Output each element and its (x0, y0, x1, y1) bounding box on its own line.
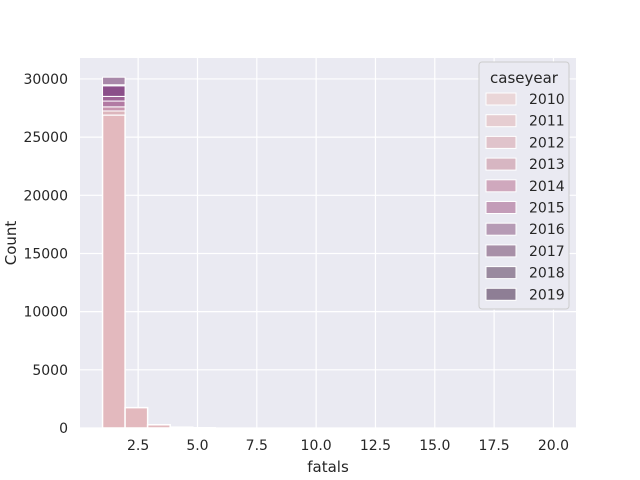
legend-label-2013: 2013 (529, 157, 565, 173)
x-tick-label: 12.5 (360, 438, 391, 454)
y-tick-label: 25000 (23, 130, 68, 146)
y-tick-label: 20000 (23, 188, 68, 204)
histogram-bar-segment-2014 (102, 106, 126, 112)
legend-label-2012: 2012 (529, 135, 565, 151)
y-axis-label: Count (2, 221, 20, 266)
legend-label-2016: 2016 (529, 222, 565, 238)
legend-label-2010: 2010 (529, 92, 565, 108)
histogram-bar (191, 427, 217, 430)
legend-label-2011: 2011 (529, 114, 565, 130)
histogram-bar-segment-2017 (102, 85, 126, 97)
legend-label-2014: 2014 (529, 179, 565, 195)
y-tick-label: 10000 (23, 305, 68, 321)
legend-label-2018: 2018 (529, 266, 565, 282)
x-tick-label: 15.0 (419, 438, 450, 454)
legend-label-2017: 2017 (529, 244, 565, 260)
y-tick-label: 15000 (23, 246, 68, 262)
legend-swatch-2017 (485, 244, 517, 258)
y-tick-label: 0 (59, 421, 68, 437)
histogram-bar-segment-2016 (102, 95, 126, 102)
legend-swatch-2018 (485, 266, 517, 280)
histogram-bar (169, 426, 194, 429)
x-tick-label: 10.0 (301, 438, 332, 454)
legend-swatch-2016 (485, 222, 517, 236)
histogram-bar (101, 114, 126, 429)
legend-swatch-2012 (485, 135, 517, 149)
histogram-bar (146, 423, 171, 429)
legend-title: caseyear (490, 69, 559, 87)
legend-swatch-2011 (485, 114, 517, 128)
legend-label-2015: 2015 (529, 201, 565, 217)
x-axis-label: fatals (307, 458, 349, 476)
histogram-bar (124, 406, 149, 429)
x-tick-label: 5.0 (186, 438, 208, 454)
x-tick-label: 2.5 (127, 438, 149, 454)
legend-swatch-2015 (485, 201, 517, 214)
legend-swatch-2019 (485, 287, 517, 301)
x-tick-label: 7.5 (246, 438, 268, 454)
x-tick-label: 17.5 (479, 438, 510, 454)
histogram-bar-segment-2015 (102, 100, 126, 108)
legend-label-2019: 2019 (529, 287, 565, 303)
histogram-bars (101, 76, 217, 430)
legend-swatch-2014 (485, 179, 517, 193)
histogram-bar-segment-2019 (102, 76, 126, 86)
x-tick-label: 20.0 (538, 438, 569, 454)
legend-swatch-2013 (485, 157, 517, 171)
y-tick-label: 5000 (32, 363, 68, 379)
histogram-bar-segment-2011 (102, 110, 126, 116)
tick-labels: 2.5 5.0 7.5 10.0 12.5 15.0 17.5 20.0 0 5000 10000 1… (23, 72, 569, 454)
y-tick-label: 30000 (23, 72, 68, 88)
legend: caseyear 2010 2011 2012 2013 2014 2015 2016 201… (478, 61, 570, 310)
legend-swatch-2010 (485, 92, 517, 106)
